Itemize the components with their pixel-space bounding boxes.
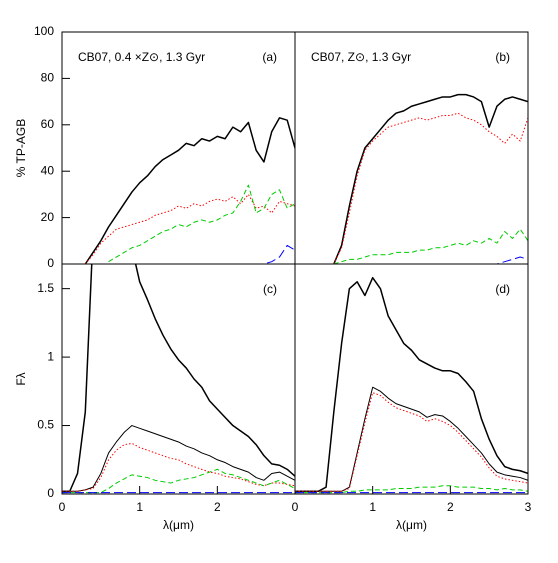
y-axis-label: % TP-AGB [14,119,28,177]
y-tick-label: 0 [47,486,54,500]
data-line [295,485,528,494]
y-tick-label: 0 [47,256,54,270]
x-tick-label: 1 [136,500,143,514]
y-tick-label: 0.5 [37,418,54,432]
annotation: CB07, Z⊙, 1.3 Gyr [311,50,411,64]
x-tick-label: 3 [525,500,532,514]
plot-area [333,93,528,264]
panel-label: (a) [262,50,277,64]
x-tick-label: 0 [59,500,66,514]
annotation: CB07, 0.4 ×Z⊙, 1.3 Gyr [78,50,205,64]
y-axis-label: Fλ [14,372,28,385]
data-line [84,193,295,264]
data-line [333,112,528,264]
plot-area [84,117,295,264]
data-line [333,228,528,264]
data-line [62,442,295,492]
x-tick-label: 2 [214,500,221,514]
panel-frame [294,263,529,495]
data-line [62,425,295,492]
panel-label: (b) [495,50,510,64]
x-axis-label: λ(μm) [163,518,194,532]
y-tick-label: 1 [47,349,54,363]
x-axis-label: λ(μm) [396,518,427,532]
data-line [333,93,528,264]
x-tick-label: 2 [447,500,454,514]
y-tick-label: 60 [41,117,55,131]
y-tick-label: 1.5 [37,281,54,295]
data-line [295,276,528,493]
plot-area [62,264,295,494]
data-line [295,392,528,492]
panel-label: (d) [495,282,510,296]
data-line [84,117,295,264]
y-tick-label: 100 [34,24,54,38]
plot-area [295,276,528,494]
data-line [62,468,295,494]
x-tick-label: 0 [292,500,299,514]
panel-label: (c) [263,282,277,296]
y-tick-label: 20 [41,210,55,224]
data-line [108,184,295,263]
x-tick-label: 1 [369,500,376,514]
data-line [62,264,295,493]
y-tick-label: 40 [41,163,55,177]
y-tick-label: 80 [41,71,55,85]
